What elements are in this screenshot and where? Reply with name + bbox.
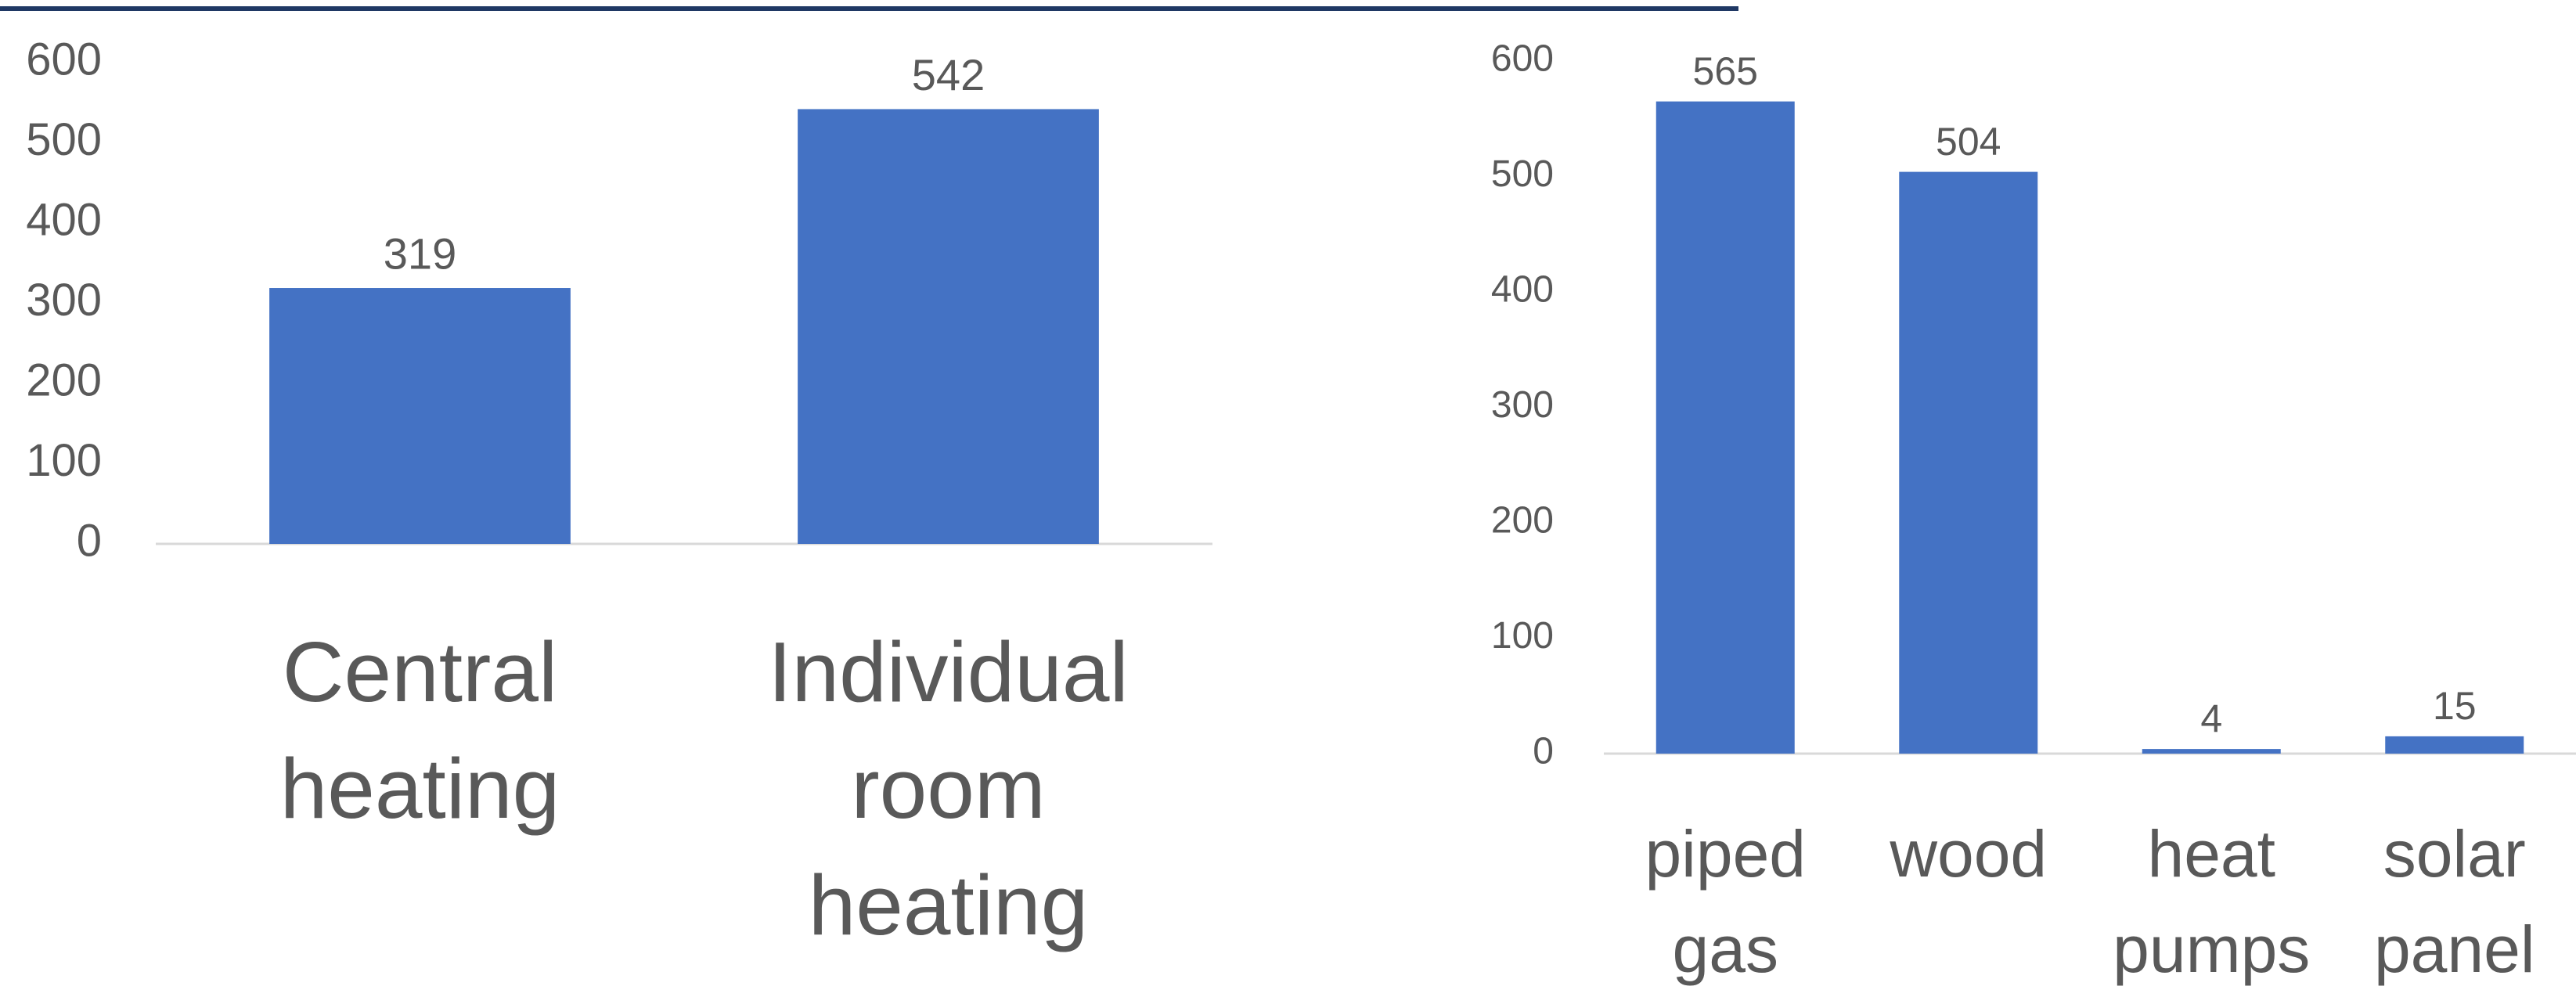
bar bbox=[2142, 749, 2281, 754]
bar bbox=[1899, 171, 2038, 754]
y-tick-label: 300 bbox=[1491, 384, 1554, 426]
y-tick-label: 400 bbox=[26, 194, 102, 245]
value-label: 4 bbox=[2200, 696, 2222, 740]
bar bbox=[798, 109, 1099, 544]
y-tick-label: 200 bbox=[26, 355, 102, 405]
value-label: 542 bbox=[912, 50, 985, 99]
x-tick-label: Central heating bbox=[279, 624, 560, 837]
value-label: 15 bbox=[2433, 684, 2477, 728]
y-tick-label: 600 bbox=[1491, 38, 1554, 80]
x-tick-label: piped gas bbox=[1645, 817, 1806, 986]
value-label: 565 bbox=[1693, 49, 1758, 93]
bar bbox=[269, 288, 571, 544]
y-tick-label: 400 bbox=[1491, 269, 1554, 311]
y-tick-label: 0 bbox=[77, 515, 102, 566]
bar bbox=[2385, 736, 2524, 754]
value-label: 504 bbox=[1936, 120, 2001, 164]
x-tick-label: Individual room heating bbox=[768, 624, 1129, 953]
value-label: 319 bbox=[384, 229, 456, 279]
y-tick-label: 0 bbox=[1533, 731, 1554, 772]
y-tick-label: 600 bbox=[26, 34, 102, 85]
bar bbox=[1655, 101, 1795, 754]
y-tick-label: 200 bbox=[1491, 500, 1554, 542]
x-tick-label: heat pumps bbox=[2113, 817, 2311, 986]
y-tick-label: 500 bbox=[26, 114, 102, 165]
y-tick-label: 100 bbox=[26, 435, 102, 486]
y-tick-label: 100 bbox=[1491, 615, 1554, 657]
y-tick-label: 300 bbox=[26, 275, 102, 326]
x-tick-label: wood bbox=[1890, 817, 2048, 891]
y-tick-label: 500 bbox=[1491, 153, 1554, 195]
x-tick-label: solar panel bbox=[2373, 817, 2535, 986]
